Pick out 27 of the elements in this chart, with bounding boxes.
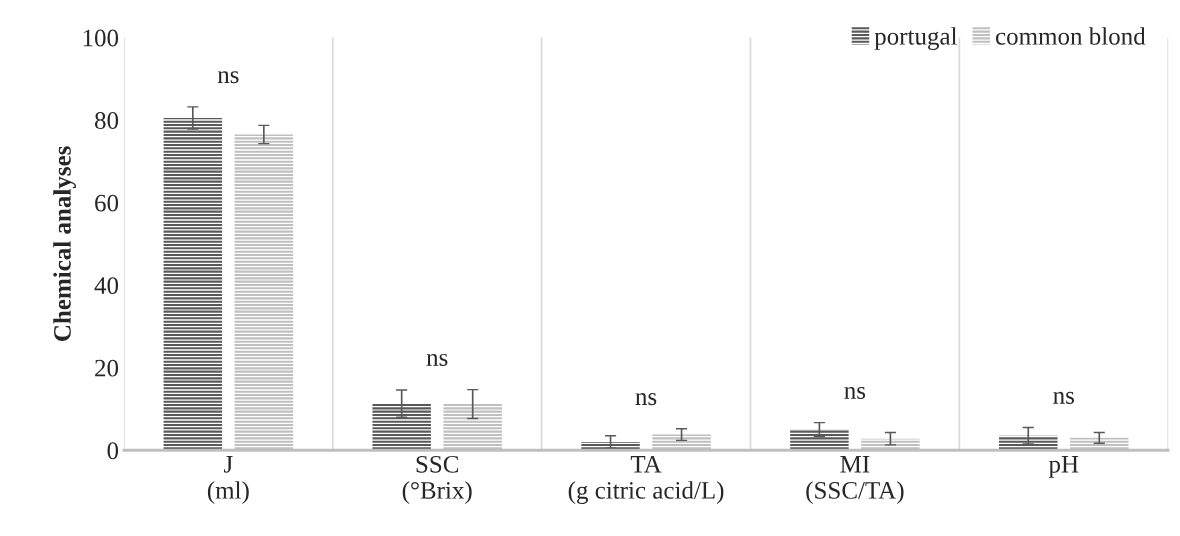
- bar: [234, 134, 294, 451]
- bar: [443, 404, 502, 451]
- bar: [163, 118, 223, 451]
- legend-label: portugal: [874, 27, 958, 50]
- y-tick-label: 0: [107, 442, 119, 460]
- y-tick-label: 100: [83, 29, 119, 47]
- annotation: ns: [635, 393, 657, 406]
- x-tick-label: J (ml): [207, 456, 249, 504]
- annotation: ns: [844, 386, 866, 399]
- x-tick-label: SSC (°Brix): [402, 455, 472, 504]
- y-tick-label: 60: [95, 194, 119, 212]
- x-tick-label: MI (SSC/TA): [806, 456, 904, 504]
- annotation: ns: [426, 353, 448, 366]
- legend-label: common blond: [995, 27, 1146, 45]
- bar: [372, 403, 431, 451]
- bar: [999, 435, 1058, 451]
- bar: [790, 429, 849, 451]
- annotation: ns: [1053, 391, 1074, 404]
- y-tick-label: 20: [95, 359, 119, 377]
- annotation: ns: [217, 71, 239, 84]
- bar: [652, 434, 711, 451]
- y-axis-title: Chemical analyses: [53, 146, 76, 341]
- y-tick-label: 40: [94, 277, 119, 295]
- x-tick-label: pH: [1048, 456, 1079, 478]
- y-tick-label: 80: [94, 112, 119, 129]
- bar: [1070, 437, 1129, 451]
- x-tick-label: TA (g citric acid/L): [568, 455, 724, 504]
